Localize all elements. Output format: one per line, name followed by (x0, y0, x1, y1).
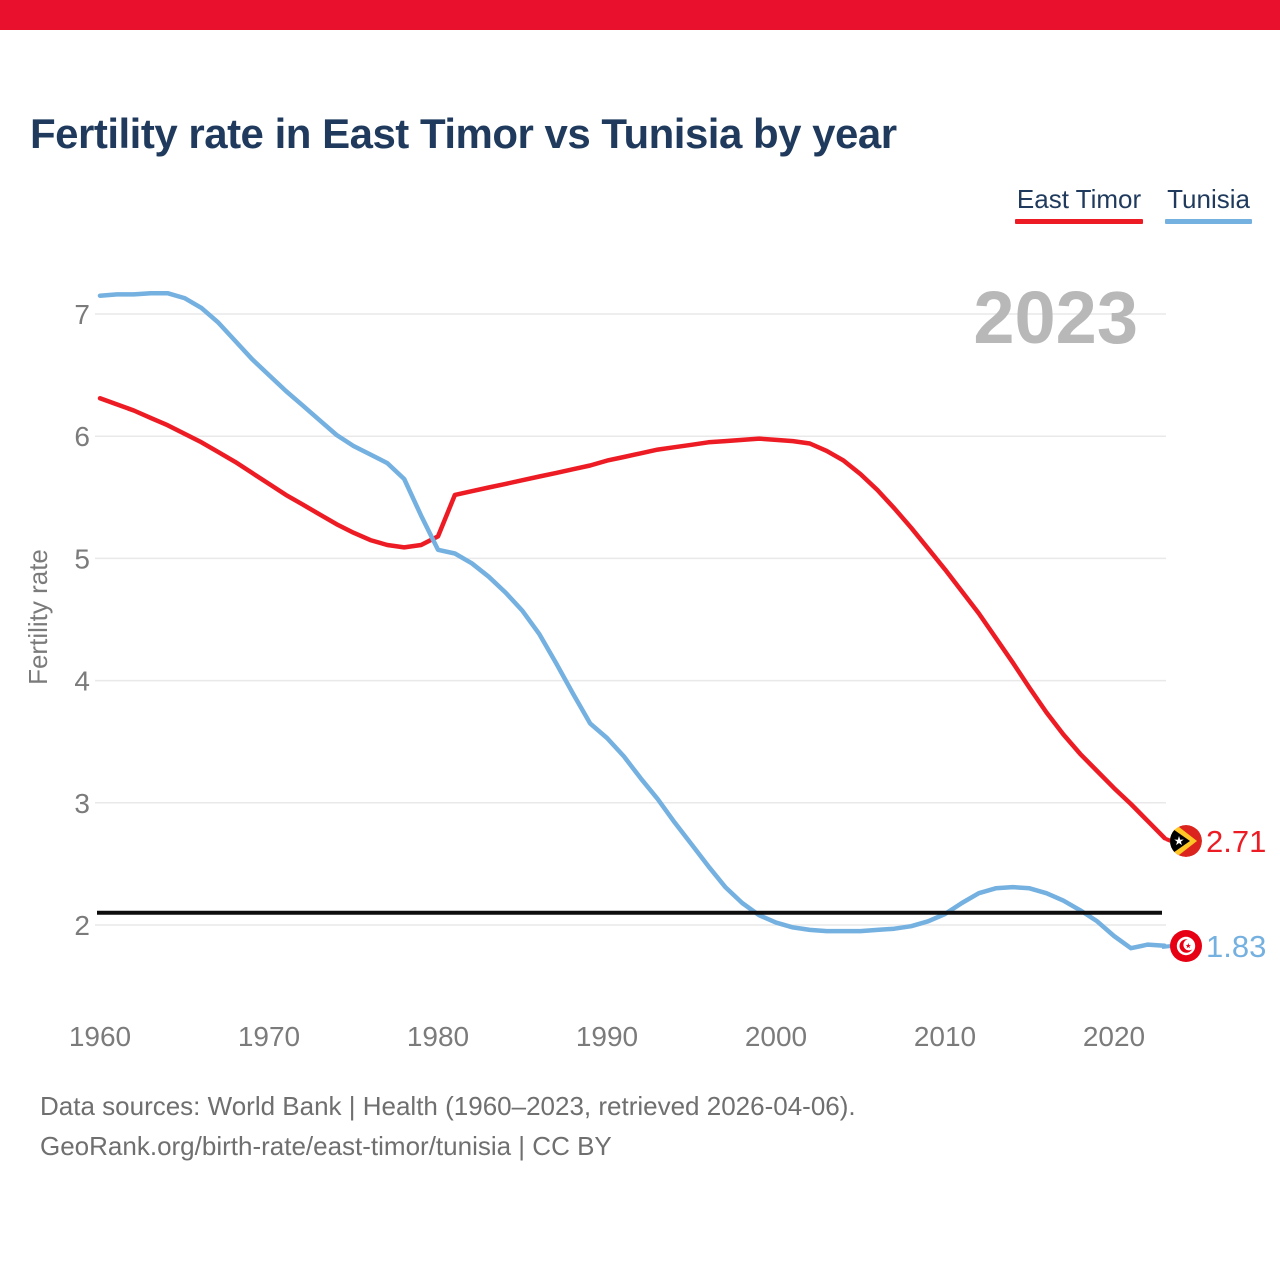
y-axis-title: Fertility rate (23, 549, 53, 685)
x-tick-label-1960: 1960 (69, 1021, 131, 1052)
series-lines (97, 290, 1167, 951)
legend-label: East Timor (1016, 184, 1142, 214)
legend-color-swatch (1165, 219, 1252, 224)
x-tick-label-1990: 1990 (576, 1021, 638, 1052)
tunisia-end-value: 1.83 (1206, 929, 1266, 964)
legend: East Timor Tunisia (1014, 184, 1252, 224)
legend-color-swatch (1014, 219, 1144, 224)
y-tick-label-5: 5 (74, 543, 90, 574)
east-timor-end-value: 2.71 (1206, 824, 1266, 859)
page-title: Fertility rate in East Timor vs Tunisia … (30, 110, 897, 157)
footer: Data sources: World Bank | Health (1960–… (40, 1086, 856, 1166)
gridlines (95, 313, 1166, 926)
x-tick-label-1970: 1970 (238, 1021, 300, 1052)
y-tick-label-3: 3 (74, 788, 90, 819)
year-watermark: 2023 (973, 276, 1138, 359)
tunisia-flag-icon (1161, 930, 1202, 962)
legend-item-east-timor[interactable]: East Timor (1014, 184, 1144, 224)
top-accent-bar (0, 0, 1280, 30)
y-tick-label-7: 7 (74, 299, 90, 330)
footer-sources-line: Data sources: World Bank | Health (1960–… (40, 1091, 856, 1121)
line-tunisia (97, 290, 1167, 951)
footer-attribution-line: GeoRank.org/birth-rate/east-timor/tunisi… (40, 1131, 612, 1161)
axis-ticks: 2 3 4 5 6 7 1960 1970 1980 1990 2000 2010 2020 (69, 299, 1145, 1052)
y-tick-label-6: 6 (74, 421, 90, 452)
x-tick-label-1980: 1980 (407, 1021, 469, 1052)
y-tick-label-2: 2 (74, 910, 90, 941)
x-tick-label-2020: 2020 (1083, 1021, 1145, 1052)
y-tick-label-4: 4 (74, 666, 90, 697)
x-tick-label-2010: 2010 (914, 1021, 976, 1052)
legend-item-tunisia[interactable]: Tunisia (1165, 184, 1252, 224)
east-timor-flag-icon (1165, 825, 1202, 857)
legend-label: Tunisia (1167, 184, 1250, 214)
x-tick-label-2000: 2000 (745, 1021, 807, 1052)
line-east-timor (97, 396, 1167, 841)
